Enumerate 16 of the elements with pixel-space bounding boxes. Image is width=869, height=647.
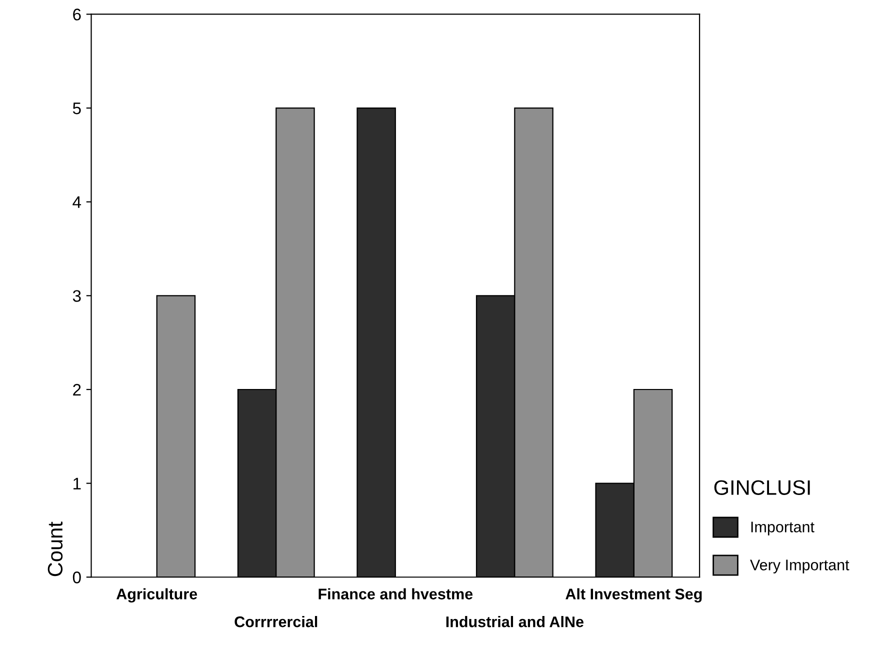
y-tick-label: 3	[72, 290, 81, 302]
x-tick-label: Agriculture	[116, 588, 198, 603]
y-tick-label: 1	[74, 478, 81, 490]
y-tick-label: 4	[72, 196, 82, 208]
x-tick-label: Finance and hvestme	[318, 588, 473, 600]
x-tick-label: Alt Investment Seg	[566, 588, 702, 603]
y-tick-label: 0	[72, 572, 81, 584]
x-tick-label: Industrial and AlNe	[446, 616, 584, 628]
x-tick-label: Corrrrercial	[234, 616, 318, 628]
y-tick-label: 5	[72, 102, 81, 114]
legend-label: Very Important	[750, 560, 850, 574]
y-tick-label: 2	[73, 384, 81, 396]
y-tick-label: 6	[73, 8, 81, 20]
legend-label: Important	[751, 522, 814, 536]
legend-title: GINCLUSI	[714, 480, 810, 495]
y-axis-title: Count	[48, 522, 63, 576]
